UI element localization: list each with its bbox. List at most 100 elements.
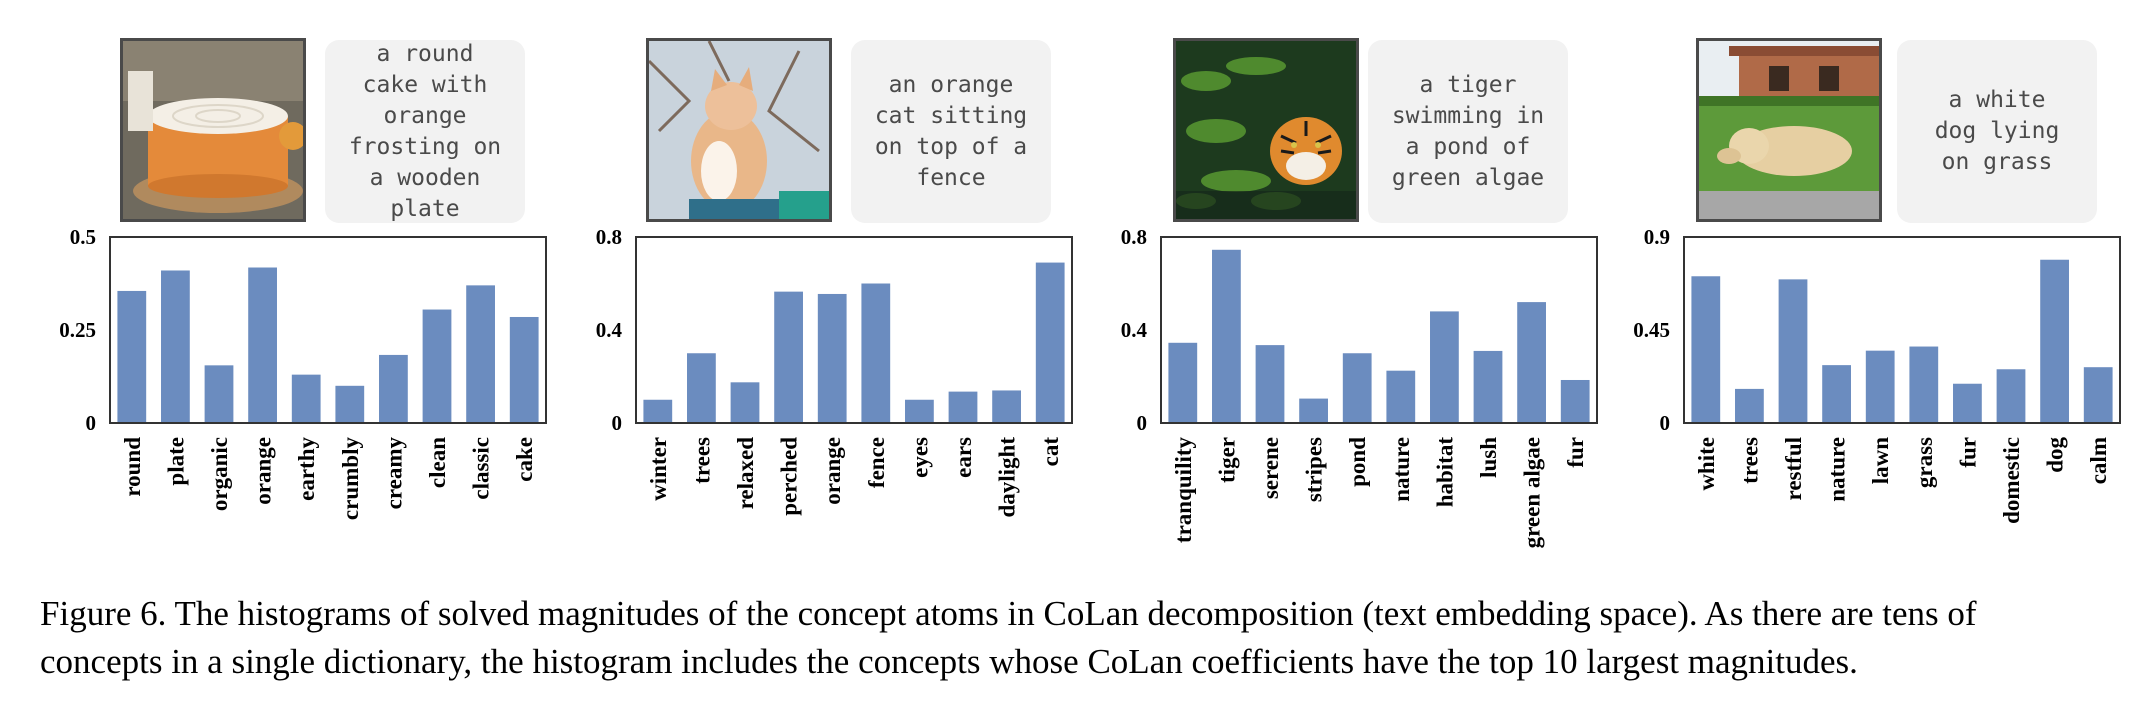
- bar-calm: [2083, 367, 2113, 423]
- x-tick-label: lawn: [1868, 437, 1893, 485]
- bar-trees: [1735, 388, 1764, 423]
- x-tick-label: habitat: [1432, 437, 1457, 508]
- image-caption-box: a white dog lying on grass: [1897, 40, 2097, 223]
- panel-cat: an orange cat sitting on top of a fence …: [596, 0, 1126, 590]
- bar-organic: [204, 365, 234, 423]
- bar-habitat: [1430, 311, 1459, 423]
- tiger-photo: [1173, 38, 1359, 222]
- x-tick-label: relaxed: [733, 437, 758, 510]
- bar-round: [117, 290, 147, 423]
- x-tick-label: orange: [251, 437, 276, 505]
- bar-eyes: [905, 399, 934, 423]
- bar-restful: [1778, 279, 1808, 423]
- bar-dog: [2040, 259, 2069, 423]
- figure-caption: Figure 6. The histograms of solved magni…: [40, 590, 2120, 686]
- y-tick-label: 0.8: [596, 225, 622, 249]
- x-tick-label: orange: [820, 437, 845, 505]
- x-tick-label: tranquility: [1171, 437, 1196, 544]
- image-caption: an orange cat sitting on top of a fence: [874, 71, 1028, 191]
- y-tick-label: 0: [86, 411, 97, 435]
- bar-chart: 0 0.45 0.9 white trees restful nature lawn grass…: [1633, 225, 2121, 524]
- x-tick-label: stripes: [1302, 437, 1327, 502]
- x-tick-label: ears: [951, 437, 976, 478]
- x-tick-label: earthy: [294, 437, 319, 501]
- bar-chart: 0 0.4 0.8 winter trees relaxed perched orange fe…: [596, 225, 1073, 518]
- x-tick-label: green algae: [1520, 437, 1545, 548]
- x-tick-label: trees: [1737, 437, 1762, 484]
- bar-chart: 0 0.4 0.8 tranquility tiger serene stripes pond…: [1121, 225, 1598, 548]
- x-tick-label: cake: [512, 437, 537, 482]
- x-tick-label: trees: [689, 437, 714, 484]
- y-tick-label: 0.25: [59, 318, 96, 342]
- bar-creamy: [379, 354, 408, 423]
- x-tick-label: restful: [1781, 437, 1806, 500]
- dog-photo: [1696, 38, 1882, 222]
- bar-white: [1691, 276, 1721, 423]
- image-caption: a round cake with orange frosting on a w…: [348, 40, 502, 222]
- image-caption-box: an orange cat sitting on top of a fence: [851, 40, 1051, 223]
- bar-serene: [1255, 345, 1285, 423]
- bar-plate: [161, 270, 190, 423]
- y-tick-label: 0.9: [1644, 225, 1670, 249]
- x-tick-label: fur: [1563, 437, 1588, 468]
- bar-fur: [1953, 383, 1982, 423]
- y-tick-label: 0.45: [1633, 318, 1670, 342]
- y-tick-label: 0.4: [1121, 318, 1148, 342]
- cat-photo: [646, 38, 832, 222]
- bar-ears: [948, 391, 978, 423]
- x-tick-label: creamy: [381, 437, 406, 510]
- x-tick-label: fence: [864, 437, 889, 488]
- figure-caption-line1: Figure 6. The histograms of solved magni…: [40, 594, 1977, 633]
- x-tick-label: eyes: [907, 437, 932, 478]
- x-tick-label: grass: [1912, 437, 1937, 488]
- bar-domestic: [1996, 369, 2026, 423]
- x-tick-label: nature: [1389, 437, 1414, 502]
- x-tick-label: classic: [469, 437, 494, 500]
- y-tick-label: 0: [1137, 411, 1148, 435]
- bar-relaxed: [730, 382, 760, 423]
- plot-frame: [109, 236, 547, 424]
- x-tick-label: calm: [2086, 437, 2111, 484]
- bar-tranquility: [1168, 342, 1198, 423]
- bar-nature: [1386, 370, 1416, 423]
- x-tick-label: fur: [1955, 437, 1980, 468]
- x-tick-label: white: [1694, 437, 1719, 491]
- bar-orange: [817, 293, 847, 423]
- y-tick-label: 0.8: [1121, 225, 1147, 249]
- x-tick-label: cat: [1038, 437, 1063, 467]
- y-tick-label: 0: [1660, 411, 1671, 435]
- x-tick-label: dog: [2043, 437, 2068, 473]
- x-tick-label: plate: [163, 437, 188, 486]
- bar-lawn: [1865, 350, 1895, 423]
- bar-orange: [248, 267, 277, 423]
- bar-fence: [861, 283, 891, 423]
- panel-cake: a round cake with orange frosting on a w…: [59, 0, 600, 590]
- panel-tiger: a tiger swimming in a pond of green alga…: [1121, 0, 1651, 590]
- x-tick-label: pond: [1345, 437, 1370, 487]
- x-tick-label: round: [120, 437, 145, 497]
- x-tick-label: winter: [646, 437, 671, 501]
- cake-photo: [120, 38, 306, 222]
- bar-stripes: [1299, 398, 1328, 423]
- bar-perched: [774, 291, 803, 423]
- bar-cat: [1035, 262, 1065, 423]
- bar-grass: [1909, 346, 1939, 423]
- bar-daylight: [992, 390, 1021, 423]
- bar-cake: [509, 316, 539, 423]
- plot-frame: [1160, 236, 1598, 424]
- x-tick-label: perched: [777, 437, 802, 516]
- image-caption-box: a round cake with orange frosting on a w…: [325, 40, 525, 223]
- x-tick-label: nature: [1825, 437, 1850, 502]
- x-tick-label: tiger: [1214, 437, 1239, 483]
- bar-classic: [466, 285, 495, 423]
- x-tick-label: domestic: [1999, 437, 2024, 524]
- image-caption: a white dog lying on grass: [1934, 87, 2060, 175]
- plot-frame: [635, 236, 1073, 424]
- bar-clean: [422, 309, 452, 423]
- bar-trees: [687, 353, 716, 423]
- y-tick-label: 0.5: [70, 225, 96, 249]
- x-tick-label: organic: [207, 437, 232, 511]
- bar-earthy: [291, 374, 321, 423]
- figure-caption-line2: concepts in a single dictionary, the his…: [40, 642, 1858, 681]
- bar-lush: [1473, 350, 1503, 423]
